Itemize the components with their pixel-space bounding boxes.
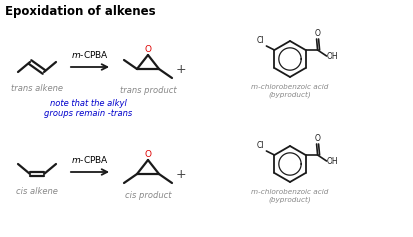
Text: O: O (144, 45, 151, 54)
Text: O: O (314, 134, 320, 143)
Text: note that the alkyl
groups remain -trans: note that the alkyl groups remain -trans (44, 99, 132, 118)
Text: m-chlorobenzoic acid
(byproduct): m-chlorobenzoic acid (byproduct) (251, 84, 328, 98)
Text: cis alkene: cis alkene (16, 187, 58, 196)
Text: +: + (175, 168, 186, 181)
Text: m-chlorobenzoic acid
(byproduct): m-chlorobenzoic acid (byproduct) (251, 189, 328, 203)
Text: OH: OH (326, 156, 337, 165)
Text: OH: OH (326, 51, 337, 60)
Text: Cl: Cl (256, 141, 264, 150)
Text: trans alkene: trans alkene (11, 84, 63, 93)
Text: +: + (175, 63, 186, 76)
Text: $\it{m}$-CPBA: $\it{m}$-CPBA (71, 49, 109, 60)
Text: Epoxidation of alkenes: Epoxidation of alkenes (5, 5, 155, 18)
Text: $\it{m}$-CPBA: $\it{m}$-CPBA (71, 154, 109, 165)
Text: cis product: cis product (124, 191, 171, 200)
Text: O: O (144, 150, 151, 159)
Text: trans product: trans product (119, 86, 176, 95)
Text: Cl: Cl (256, 36, 264, 45)
Text: O: O (314, 29, 320, 38)
